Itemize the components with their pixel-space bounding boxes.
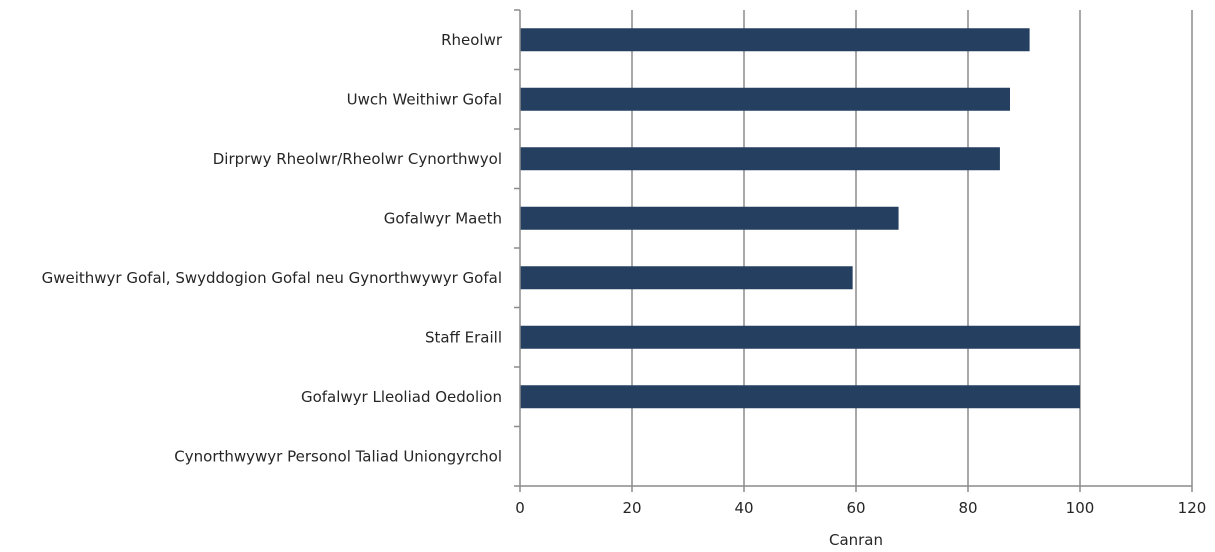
category-label-3: Gofalwyr Maeth bbox=[384, 209, 502, 227]
x-tick-label-60: 60 bbox=[846, 499, 865, 517]
x-tick-label-120: 120 bbox=[1178, 499, 1207, 517]
bars bbox=[520, 28, 1080, 409]
category-label-1: Uwch Weithiwr Gofal bbox=[347, 90, 502, 108]
axes bbox=[514, 9, 1193, 492]
bar-5 bbox=[520, 325, 1080, 349]
x-axis-title: Canran bbox=[829, 531, 883, 549]
bar-4 bbox=[520, 266, 853, 290]
x-tick-label-20: 20 bbox=[622, 499, 641, 517]
category-label-0: Rheolwr bbox=[441, 31, 503, 49]
category-label-6: Gofalwyr Lleoliad Oedolion bbox=[301, 388, 502, 406]
category-label-4: Gweithwyr Gofal, Swyddogion Gofal neu Gy… bbox=[42, 269, 502, 287]
bar-1 bbox=[520, 87, 1010, 111]
category-labels: Rheolwr Uwch Weithiwr Gofal Dirprwy Rheolw… bbox=[42, 31, 503, 466]
x-tick-labels: 0 20 40 60 80 100 120 bbox=[515, 499, 1206, 517]
gridlines bbox=[631, 10, 1193, 486]
category-label-7: Cynorthwywyr Personol Taliad Uniongyrcho… bbox=[174, 447, 502, 465]
category-label-5: Staff Eraill bbox=[425, 328, 502, 346]
bar-0 bbox=[520, 28, 1030, 52]
x-tick-label-80: 80 bbox=[958, 499, 977, 517]
bar-3 bbox=[520, 206, 899, 230]
x-tick-label-0: 0 bbox=[515, 499, 525, 517]
x-tick-label-40: 40 bbox=[734, 499, 753, 517]
bar-6 bbox=[520, 385, 1080, 409]
bar-2 bbox=[520, 147, 1000, 171]
x-tick-label-100: 100 bbox=[1066, 499, 1095, 517]
category-label-2: Dirprwy Rheolwr/Rheolwr Cynorthwyol bbox=[213, 150, 502, 168]
